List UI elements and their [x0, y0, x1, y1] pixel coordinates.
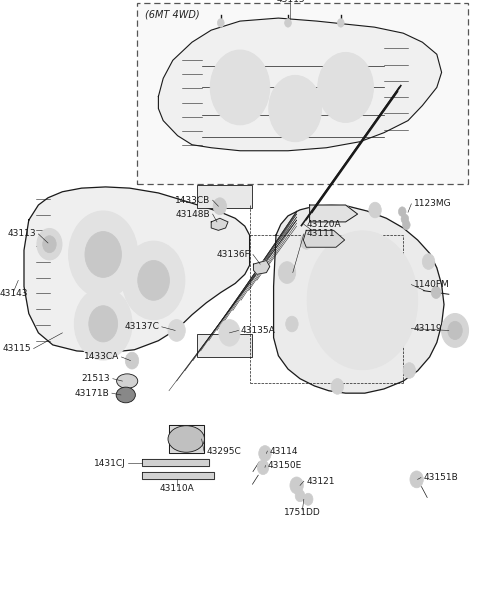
Circle shape	[85, 232, 121, 277]
Bar	[197, 185, 252, 208]
Circle shape	[295, 490, 305, 502]
Circle shape	[422, 254, 435, 270]
Text: 1431CJ: 1431CJ	[94, 459, 126, 467]
Circle shape	[259, 446, 271, 461]
Circle shape	[410, 471, 423, 488]
Text: 43171B: 43171B	[75, 389, 109, 397]
Text: 43121: 43121	[306, 477, 335, 485]
Polygon shape	[253, 260, 270, 274]
Text: 1433CB: 1433CB	[175, 196, 210, 204]
Ellipse shape	[116, 387, 135, 403]
Circle shape	[257, 460, 269, 475]
Circle shape	[331, 379, 344, 394]
Circle shape	[278, 262, 296, 283]
Circle shape	[37, 229, 62, 260]
Text: 43151B: 43151B	[423, 473, 458, 482]
Circle shape	[122, 241, 185, 320]
Circle shape	[431, 286, 441, 298]
Text: (6MT 4WD): (6MT 4WD)	[145, 9, 200, 19]
Text: 43150E: 43150E	[268, 461, 302, 470]
Circle shape	[138, 260, 169, 300]
Text: 43115: 43115	[276, 0, 305, 4]
Text: 43295C: 43295C	[206, 447, 241, 455]
Text: 43114: 43114	[270, 447, 298, 455]
Polygon shape	[274, 205, 444, 393]
Circle shape	[89, 306, 118, 342]
Text: 1433CA: 1433CA	[84, 353, 119, 361]
Circle shape	[448, 321, 462, 339]
Text: 43115: 43115	[2, 344, 31, 353]
Text: 1140FM: 1140FM	[414, 280, 449, 289]
Polygon shape	[142, 472, 214, 479]
Text: 43110A: 43110A	[159, 484, 194, 493]
Circle shape	[74, 288, 132, 360]
Text: 21513: 21513	[82, 374, 110, 383]
Polygon shape	[310, 205, 358, 222]
Ellipse shape	[168, 426, 204, 452]
Circle shape	[213, 198, 227, 215]
Circle shape	[125, 352, 139, 369]
Text: 43137C: 43137C	[124, 323, 159, 331]
Circle shape	[398, 207, 406, 216]
Circle shape	[442, 314, 468, 347]
Polygon shape	[158, 18, 442, 151]
Circle shape	[69, 211, 138, 298]
Text: 43136F: 43136F	[217, 250, 251, 259]
Circle shape	[43, 236, 56, 253]
Circle shape	[219, 320, 240, 346]
Bar	[197, 334, 252, 357]
Circle shape	[337, 19, 344, 27]
Polygon shape	[169, 425, 204, 453]
Circle shape	[168, 320, 185, 341]
Text: 43113: 43113	[7, 230, 36, 238]
Circle shape	[401, 214, 408, 224]
Polygon shape	[303, 230, 345, 247]
Circle shape	[269, 75, 322, 142]
Circle shape	[303, 493, 313, 505]
Text: 43120A: 43120A	[306, 220, 341, 229]
Circle shape	[307, 231, 418, 370]
Polygon shape	[142, 459, 209, 466]
Circle shape	[403, 362, 416, 378]
Text: 43143: 43143	[0, 289, 28, 298]
Circle shape	[210, 50, 270, 125]
Circle shape	[300, 233, 313, 249]
Circle shape	[285, 19, 291, 27]
Text: 1123MG: 1123MG	[414, 200, 451, 208]
Text: 43148B: 43148B	[176, 210, 210, 218]
Text: 43135A: 43135A	[241, 326, 276, 335]
Text: 43119: 43119	[414, 324, 443, 333]
Circle shape	[369, 202, 381, 218]
Text: 1751DD: 1751DD	[284, 508, 321, 517]
Polygon shape	[24, 187, 250, 353]
Circle shape	[402, 220, 410, 230]
Circle shape	[290, 477, 303, 494]
Circle shape	[217, 19, 224, 27]
Text: 43111: 43111	[306, 230, 335, 238]
Circle shape	[318, 52, 373, 122]
FancyBboxPatch shape	[137, 3, 468, 184]
Polygon shape	[211, 218, 228, 230]
Circle shape	[286, 316, 298, 332]
Ellipse shape	[117, 374, 138, 388]
